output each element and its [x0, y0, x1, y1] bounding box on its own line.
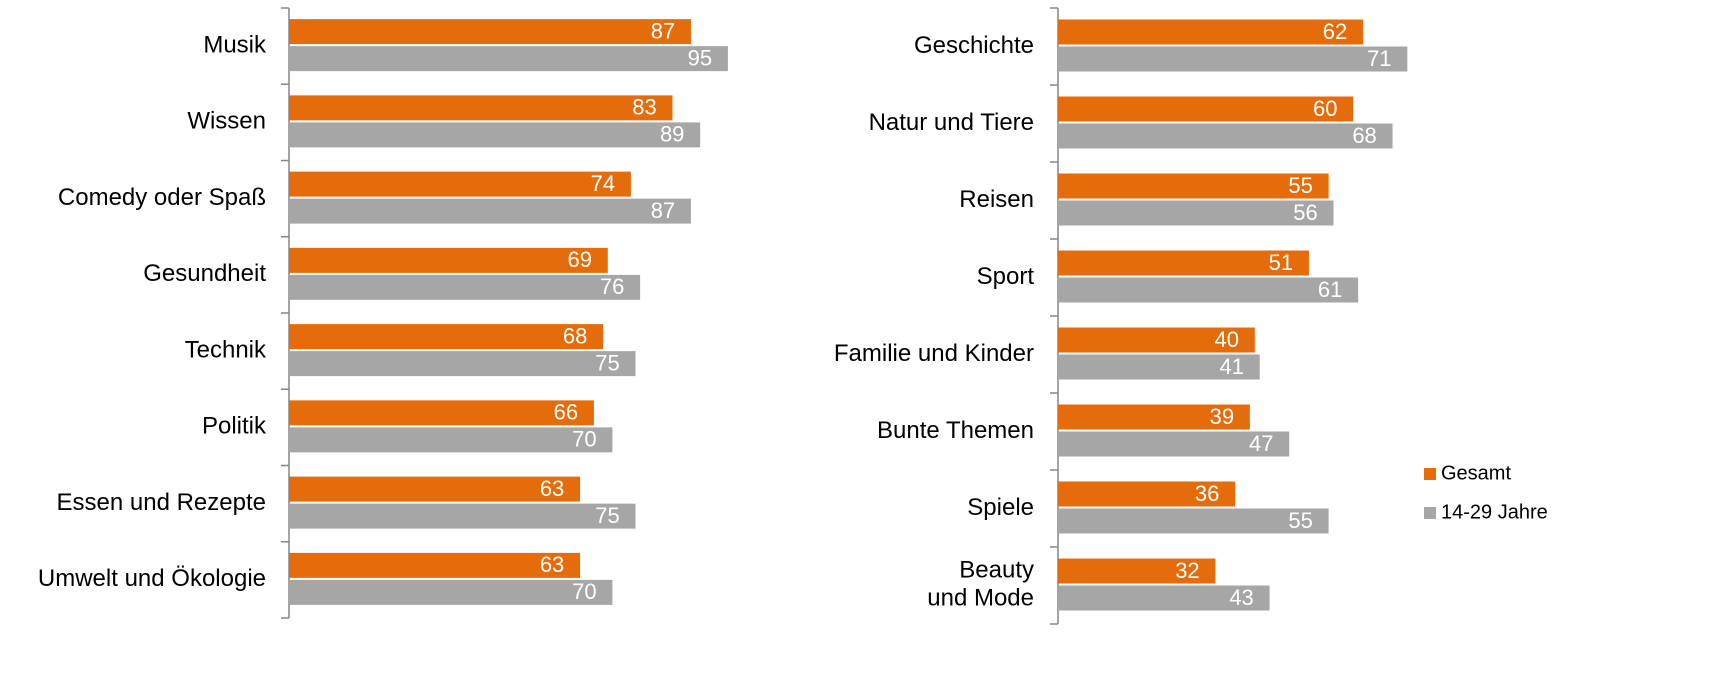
- bar: [289, 19, 691, 45]
- bar: [289, 579, 613, 605]
- bar: [289, 247, 608, 273]
- category-label: Bunte Themen: [877, 417, 1034, 444]
- category-label: Familie und Kinder: [834, 340, 1034, 367]
- value-label: 95: [688, 45, 712, 70]
- bar: [289, 198, 691, 224]
- category-label: Essen und Rezepte: [57, 489, 266, 516]
- legend-swatch: [1424, 468, 1436, 480]
- value-label: 71: [1367, 46, 1391, 71]
- bar: [289, 476, 581, 502]
- value-label: 47: [1249, 431, 1273, 456]
- legend-label: Gesamt: [1441, 462, 1511, 484]
- bar: [1058, 46, 1408, 72]
- bar: [289, 122, 701, 148]
- category-label: Umwelt und Ökologie: [38, 565, 266, 592]
- category-label: Musik: [203, 31, 267, 58]
- bar: [1058, 558, 1216, 584]
- value-label: 55: [1288, 508, 1312, 533]
- bar: [1058, 585, 1270, 611]
- value-label: 68: [1352, 123, 1376, 148]
- category-label: Sport: [977, 263, 1035, 290]
- bar: [289, 503, 636, 529]
- legend-swatch: [1424, 507, 1436, 519]
- value-label: 75: [595, 503, 619, 528]
- value-label: 61: [1318, 277, 1342, 302]
- value-label: 76: [600, 274, 624, 299]
- value-label: 87: [651, 198, 675, 223]
- bar: [289, 274, 641, 300]
- category-label: Beauty und Mode: [927, 557, 1034, 612]
- value-label: 51: [1269, 250, 1293, 275]
- bar: [289, 171, 631, 197]
- value-label: 55: [1288, 173, 1312, 198]
- category-label: Spiele: [967, 494, 1034, 521]
- value-label: 56: [1293, 200, 1317, 225]
- value-label: 66: [554, 400, 578, 425]
- bar: [289, 427, 613, 453]
- category-label: Technik: [185, 336, 267, 363]
- category-label: Reisen: [959, 186, 1034, 213]
- bar: [289, 324, 604, 350]
- value-label: 43: [1229, 585, 1253, 610]
- bar: [289, 95, 673, 121]
- value-label: 63: [540, 476, 564, 501]
- bar: [289, 400, 594, 426]
- bar: [1058, 173, 1329, 199]
- bar: [1058, 200, 1334, 226]
- category-label: Natur und Tiere: [869, 109, 1034, 136]
- value-label: 32: [1175, 558, 1199, 583]
- value-label: 74: [591, 171, 615, 196]
- value-label: 69: [568, 247, 592, 272]
- value-label: 41: [1219, 354, 1243, 379]
- value-label: 60: [1313, 96, 1337, 121]
- bar: [1058, 96, 1354, 122]
- bar: [289, 552, 581, 578]
- bar: [1058, 404, 1250, 430]
- value-label: 83: [632, 95, 656, 120]
- value-label: 75: [595, 350, 619, 375]
- legend-label: 14-29 Jahre: [1441, 501, 1548, 523]
- category-label: Politik: [202, 413, 267, 440]
- value-label: 40: [1215, 327, 1239, 352]
- bar: [289, 46, 728, 72]
- bar: [1058, 19, 1364, 45]
- value-label: 70: [572, 427, 596, 452]
- bar: [289, 351, 636, 377]
- bar: [1058, 250, 1309, 276]
- category-label: Comedy oder Spaß: [58, 184, 266, 211]
- bar: [1058, 481, 1236, 507]
- bar: [1058, 431, 1290, 457]
- value-label: 87: [651, 18, 675, 43]
- value-label: 36: [1195, 481, 1219, 506]
- value-label: 89: [660, 122, 684, 147]
- category-label: Gesundheit: [143, 260, 266, 287]
- value-label: 62: [1323, 19, 1347, 44]
- category-label: Geschichte: [914, 32, 1034, 59]
- bar: [1058, 123, 1393, 149]
- bar: [1058, 277, 1359, 303]
- category-label: Wissen: [187, 108, 266, 135]
- value-label: 68: [563, 323, 587, 348]
- value-label: 70: [572, 579, 596, 604]
- value-label: 39: [1210, 404, 1234, 429]
- bar: [1058, 327, 1255, 353]
- bar: [1058, 508, 1329, 534]
- value-label: 63: [540, 552, 564, 577]
- bar: [1058, 354, 1260, 380]
